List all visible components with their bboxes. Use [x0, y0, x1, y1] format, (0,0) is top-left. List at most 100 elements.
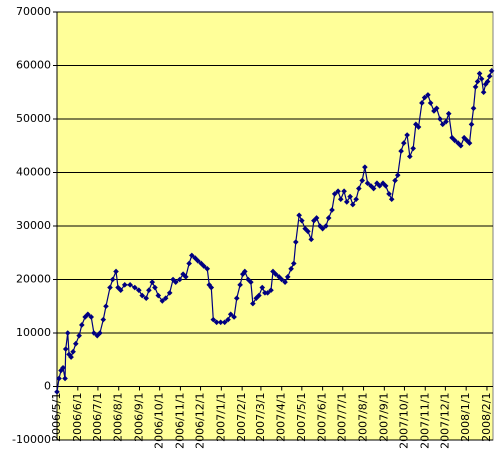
marker — [419, 100, 425, 106]
marker — [210, 316, 217, 323]
marker — [250, 300, 256, 307]
marker — [143, 295, 150, 302]
marker — [388, 196, 395, 203]
marker — [132, 284, 138, 291]
marker — [341, 188, 347, 195]
y-tick-label: 60000 — [16, 59, 51, 72]
marker — [374, 180, 380, 186]
x-tick-label: 2008/1/1 — [459, 392, 472, 441]
marker — [305, 228, 311, 235]
marker — [335, 188, 341, 195]
marker — [233, 295, 240, 302]
y-tick-label: 70000 — [16, 5, 51, 18]
marker — [313, 215, 320, 221]
x-tick-label: 2006/10/1 — [153, 393, 166, 449]
marker — [476, 70, 483, 77]
marker — [195, 257, 201, 264]
x-tick-label: 2007/11/1 — [418, 393, 431, 449]
marker — [225, 316, 231, 323]
marker — [347, 193, 353, 200]
marker — [350, 201, 356, 208]
x-tick-label: 2007/4/1 — [275, 393, 288, 442]
x-tick-label: 2006/9/1 — [133, 393, 146, 442]
marker — [170, 276, 176, 283]
marker — [121, 282, 128, 288]
marker — [268, 287, 274, 293]
marker — [60, 364, 66, 371]
x-tick-label: 2007/5/1 — [295, 393, 308, 442]
marker — [466, 140, 473, 146]
marker — [302, 225, 308, 232]
marker — [115, 284, 121, 291]
marker — [488, 68, 495, 74]
x-tick-label: 2006/6/1 — [71, 393, 84, 442]
marker — [91, 330, 97, 336]
marker — [382, 183, 389, 189]
marker — [88, 314, 95, 320]
marker — [394, 172, 401, 178]
x-tick-label: 2007/2/1 — [235, 393, 248, 442]
x-tick-label: 2007/9/1 — [377, 393, 390, 442]
marker — [380, 180, 386, 186]
marker — [278, 276, 285, 283]
marker — [152, 284, 158, 291]
marker — [146, 287, 152, 293]
marker — [398, 148, 404, 154]
marker — [427, 100, 434, 106]
marker — [54, 389, 60, 395]
y-tick-label: 30000 — [16, 219, 51, 232]
y-tick-label: 50000 — [16, 112, 51, 125]
marker — [176, 276, 183, 283]
marker — [415, 124, 422, 130]
y-tick-label: 20000 — [16, 273, 51, 286]
marker — [237, 282, 243, 288]
marker — [292, 239, 299, 245]
marker — [204, 266, 211, 272]
marker — [201, 263, 207, 269]
marker — [458, 142, 464, 149]
marker — [242, 268, 248, 275]
marker — [484, 78, 491, 85]
marker — [370, 185, 377, 192]
marker — [449, 134, 455, 141]
marker — [400, 140, 407, 146]
marker — [213, 319, 220, 326]
marker — [439, 121, 446, 128]
marker — [386, 191, 392, 197]
x-tick-label: 2008/2/1 — [480, 393, 493, 442]
marker — [480, 89, 487, 96]
marker — [317, 223, 323, 229]
x-tick-label: 2006/5/1 — [50, 393, 63, 442]
marker — [79, 322, 85, 328]
marker — [296, 212, 302, 219]
marker — [58, 367, 64, 374]
marker — [172, 279, 179, 285]
marker — [364, 180, 371, 186]
marker — [109, 276, 116, 283]
marker — [68, 354, 74, 360]
x-tick-label: 2007/3/1 — [254, 393, 267, 442]
marker — [136, 287, 142, 293]
marker — [97, 330, 103, 336]
x-tick-label: 2006/7/1 — [91, 393, 104, 442]
marker — [182, 274, 189, 280]
y-tick-label: 10000 — [16, 326, 51, 339]
marker — [343, 199, 350, 205]
marker — [443, 118, 449, 125]
marker — [245, 276, 251, 283]
marker — [189, 252, 195, 259]
marker — [468, 121, 475, 128]
marker — [117, 287, 124, 293]
marker — [308, 236, 315, 243]
marker — [407, 153, 413, 160]
x-tick-label: 2007/6/1 — [316, 393, 329, 442]
marker — [425, 92, 431, 98]
marker — [337, 196, 344, 203]
x-tick-label: 2007/10/1 — [397, 393, 410, 449]
marker — [470, 105, 477, 112]
marker — [259, 284, 266, 291]
marker — [329, 207, 335, 213]
marker — [325, 215, 332, 221]
marker — [433, 105, 440, 112]
marker — [221, 319, 228, 326]
